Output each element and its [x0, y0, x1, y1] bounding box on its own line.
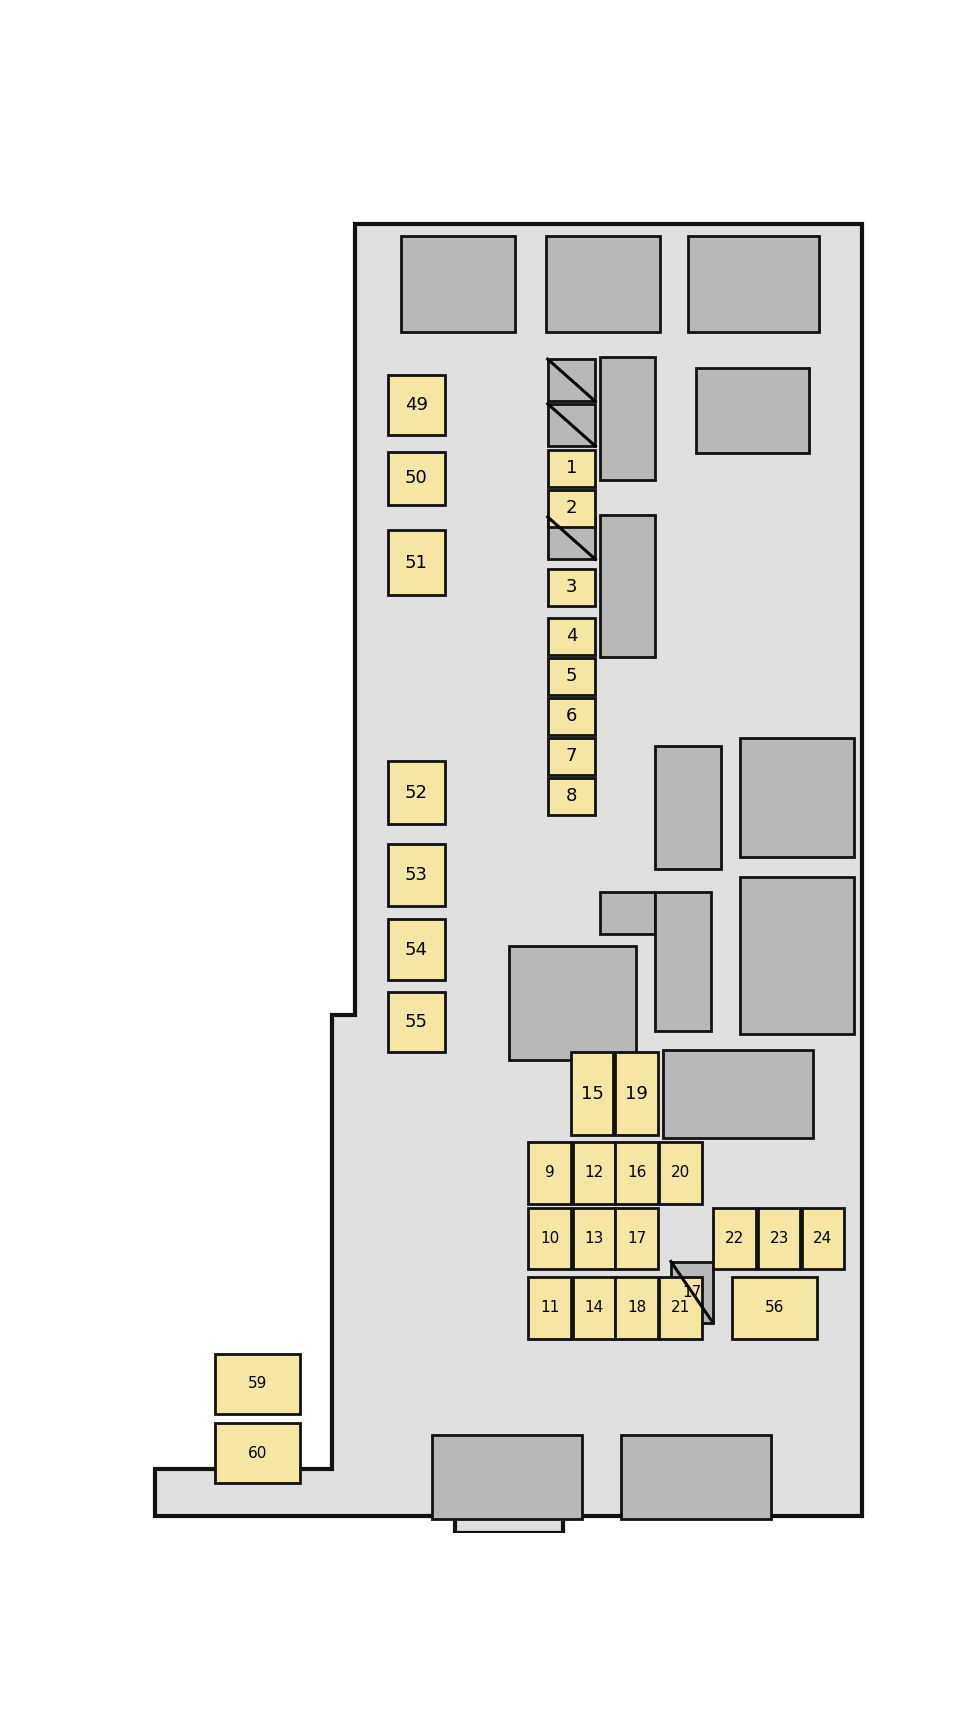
Bar — [529, 1207, 571, 1269]
Text: 8: 8 — [566, 787, 578, 806]
Text: 12: 12 — [584, 1166, 604, 1181]
Bar — [547, 517, 595, 560]
Bar — [215, 1424, 300, 1483]
Bar — [663, 1050, 813, 1138]
Text: 19: 19 — [625, 1085, 648, 1102]
Bar — [388, 920, 445, 980]
Bar — [656, 892, 711, 1030]
Text: 55: 55 — [405, 1013, 428, 1031]
Text: 53: 53 — [405, 866, 428, 883]
Text: 17: 17 — [683, 1285, 701, 1300]
Text: 20: 20 — [671, 1166, 691, 1181]
Text: 49: 49 — [405, 396, 428, 413]
Text: 52: 52 — [405, 784, 428, 802]
Text: 16: 16 — [627, 1166, 647, 1181]
Bar — [573, 1142, 616, 1204]
Bar — [802, 1207, 844, 1269]
Text: 54: 54 — [405, 940, 428, 959]
Bar — [600, 892, 656, 935]
Bar — [509, 945, 636, 1059]
Text: 11: 11 — [540, 1300, 559, 1316]
Text: 13: 13 — [584, 1231, 604, 1247]
Bar — [616, 1207, 657, 1269]
Bar — [600, 356, 656, 480]
Bar — [695, 369, 809, 453]
Bar — [388, 844, 445, 906]
Bar — [215, 1353, 300, 1414]
Bar — [388, 451, 445, 505]
Bar — [571, 1052, 614, 1135]
Bar — [547, 403, 595, 446]
Bar — [713, 1207, 756, 1269]
Text: 9: 9 — [544, 1166, 554, 1181]
Bar — [656, 746, 721, 870]
Bar — [388, 530, 445, 596]
Text: 22: 22 — [725, 1231, 744, 1247]
Bar — [547, 697, 595, 735]
Bar — [432, 1434, 582, 1519]
Text: 24: 24 — [813, 1231, 833, 1247]
Bar — [388, 374, 445, 434]
Text: 17: 17 — [627, 1231, 646, 1247]
Bar — [401, 236, 515, 332]
Bar — [547, 360, 595, 401]
Text: 21: 21 — [671, 1300, 691, 1316]
Bar — [616, 1052, 657, 1135]
Bar — [600, 515, 656, 658]
Bar — [573, 1207, 616, 1269]
Text: 6: 6 — [566, 708, 578, 725]
Text: 4: 4 — [566, 627, 578, 646]
Bar — [758, 1207, 801, 1269]
Bar — [547, 568, 595, 606]
Text: 50: 50 — [405, 470, 428, 487]
Bar — [740, 876, 854, 1035]
Text: 51: 51 — [405, 554, 428, 572]
Bar — [547, 739, 595, 775]
Bar — [740, 739, 854, 858]
Text: 23: 23 — [769, 1231, 789, 1247]
Bar — [659, 1142, 701, 1204]
Bar — [547, 658, 595, 694]
Bar — [616, 1278, 657, 1338]
Text: 5: 5 — [566, 668, 578, 685]
Bar — [547, 778, 595, 815]
Text: 15: 15 — [581, 1085, 604, 1102]
Bar — [616, 1142, 657, 1204]
Bar — [529, 1142, 571, 1204]
Bar — [671, 1262, 713, 1322]
Text: 14: 14 — [584, 1300, 604, 1316]
Bar — [620, 1434, 771, 1519]
Bar — [547, 618, 595, 654]
Bar — [573, 1278, 616, 1338]
Bar — [547, 491, 595, 527]
Bar — [547, 449, 595, 487]
Bar — [659, 1278, 701, 1338]
Bar — [688, 236, 819, 332]
Text: 59: 59 — [247, 1376, 267, 1391]
Text: 18: 18 — [627, 1300, 646, 1316]
Bar — [388, 992, 445, 1052]
Bar — [732, 1278, 817, 1338]
Bar — [546, 236, 660, 332]
Text: 10: 10 — [540, 1231, 559, 1247]
Text: 1: 1 — [566, 460, 578, 477]
Text: 56: 56 — [766, 1300, 784, 1316]
Bar — [529, 1278, 571, 1338]
Text: 3: 3 — [566, 579, 578, 596]
Polygon shape — [155, 224, 862, 1533]
Text: 60: 60 — [247, 1446, 267, 1460]
Text: 2: 2 — [566, 499, 578, 518]
Text: 7: 7 — [566, 747, 578, 765]
Bar — [388, 761, 445, 825]
